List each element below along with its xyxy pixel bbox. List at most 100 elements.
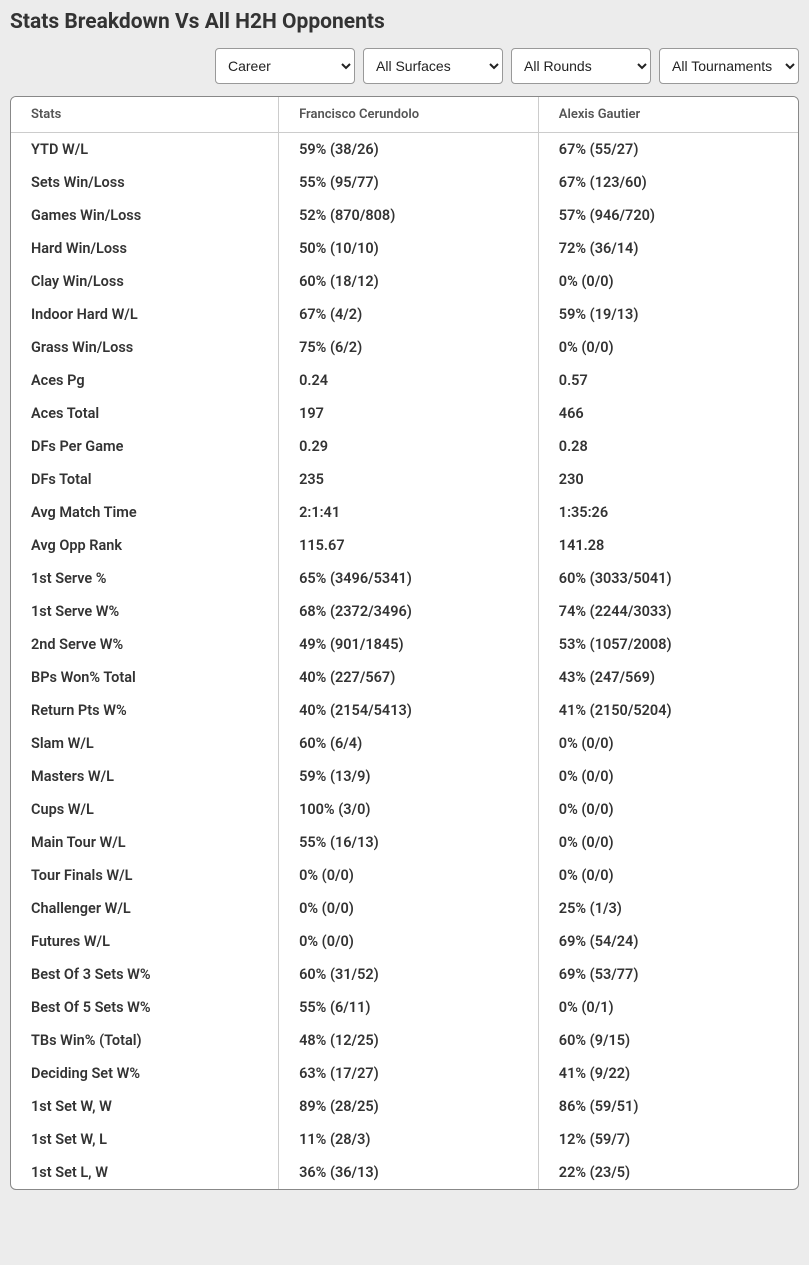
table-row: Futures W/L0% (0/0)69% (54/24) — [11, 925, 798, 958]
stat-name-cell: Sets Win/Loss — [11, 166, 279, 199]
table-row: DFs Per Game0.290.28 — [11, 430, 798, 463]
player1-cell: 36% (36/13) — [279, 1156, 539, 1189]
player1-cell: 50% (10/10) — [279, 232, 539, 265]
player2-cell: 0.57 — [538, 364, 798, 397]
player1-cell: 0% (0/0) — [279, 892, 539, 925]
table-row: Aces Total197466 — [11, 397, 798, 430]
table-row: Slam W/L60% (6/4)0% (0/0) — [11, 727, 798, 760]
table-row: 2nd Serve W%49% (901/1845)53% (1057/2008… — [11, 628, 798, 661]
table-row: Hard Win/Loss50% (10/10)72% (36/14) — [11, 232, 798, 265]
table-row: 1st Set W, W89% (28/25)86% (59/51) — [11, 1090, 798, 1123]
player1-cell: 59% (38/26) — [279, 133, 539, 167]
page-title: Stats Breakdown Vs All H2H Opponents — [10, 10, 799, 34]
stat-name-cell: Main Tour W/L — [11, 826, 279, 859]
table-row: Deciding Set W%63% (17/27)41% (9/22) — [11, 1057, 798, 1090]
stat-name-cell: DFs Total — [11, 463, 279, 496]
player1-cell: 75% (6/2) — [279, 331, 539, 364]
player2-cell: 60% (9/15) — [538, 1024, 798, 1057]
filter-bar: Career All Surfaces All Rounds All Tourn… — [10, 48, 799, 84]
stat-name-cell: 1st Serve % — [11, 562, 279, 595]
stat-name-cell: Best Of 5 Sets W% — [11, 991, 279, 1024]
player1-cell: 0% (0/0) — [279, 859, 539, 892]
stat-name-cell: Avg Match Time — [11, 496, 279, 529]
rounds-select[interactable]: All Rounds — [511, 48, 651, 84]
player2-cell: 43% (247/569) — [538, 661, 798, 694]
stat-name-cell: Return Pts W% — [11, 694, 279, 727]
stat-name-cell: Best Of 3 Sets W% — [11, 958, 279, 991]
stat-name-cell: Slam W/L — [11, 727, 279, 760]
player1-cell: 11% (28/3) — [279, 1123, 539, 1156]
table-row: Tour Finals W/L0% (0/0)0% (0/0) — [11, 859, 798, 892]
player1-cell: 52% (870/808) — [279, 199, 539, 232]
stat-name-cell: Cups W/L — [11, 793, 279, 826]
player1-cell: 2:1:41 — [279, 496, 539, 529]
stat-name-cell: Avg Opp Rank — [11, 529, 279, 562]
table-row: Avg Match Time2:1:411:35:26 — [11, 496, 798, 529]
player1-cell: 0.29 — [279, 430, 539, 463]
table-row: 1st Set W, L11% (28/3)12% (59/7) — [11, 1123, 798, 1156]
player2-cell: 57% (946/720) — [538, 199, 798, 232]
player2-cell: 230 — [538, 463, 798, 496]
header-player2: Alexis Gautier — [538, 97, 798, 133]
player1-cell: 68% (2372/3496) — [279, 595, 539, 628]
stat-name-cell: Games Win/Loss — [11, 199, 279, 232]
player2-cell: 0% (0/0) — [538, 826, 798, 859]
table-row: DFs Total235230 — [11, 463, 798, 496]
player1-cell: 63% (17/27) — [279, 1057, 539, 1090]
table-row: 1st Set L, W36% (36/13)22% (23/5) — [11, 1156, 798, 1189]
player2-cell: 1:35:26 — [538, 496, 798, 529]
stats-table-container: Stats Francisco Cerundolo Alexis Gautier… — [10, 96, 799, 1190]
stat-name-cell: Hard Win/Loss — [11, 232, 279, 265]
player2-cell: 72% (36/14) — [538, 232, 798, 265]
career-select[interactable]: Career — [215, 48, 355, 84]
tournaments-select[interactable]: All Tournaments — [659, 48, 799, 84]
player2-cell: 69% (53/77) — [538, 958, 798, 991]
player1-cell: 60% (31/52) — [279, 958, 539, 991]
player1-cell: 55% (6/11) — [279, 991, 539, 1024]
stat-name-cell: Aces Total — [11, 397, 279, 430]
table-row: Best Of 3 Sets W%60% (31/52)69% (53/77) — [11, 958, 798, 991]
player2-cell: 466 — [538, 397, 798, 430]
stat-name-cell: Indoor Hard W/L — [11, 298, 279, 331]
table-row: Challenger W/L0% (0/0)25% (1/3) — [11, 892, 798, 925]
player1-cell: 89% (28/25) — [279, 1090, 539, 1123]
player1-cell: 59% (13/9) — [279, 760, 539, 793]
player1-cell: 0% (0/0) — [279, 925, 539, 958]
player2-cell: 86% (59/51) — [538, 1090, 798, 1123]
stat-name-cell: TBs Win% (Total) — [11, 1024, 279, 1057]
player1-cell: 60% (18/12) — [279, 265, 539, 298]
stats-table: Stats Francisco Cerundolo Alexis Gautier… — [11, 97, 798, 1189]
player2-cell: 12% (59/7) — [538, 1123, 798, 1156]
player1-cell: 48% (12/25) — [279, 1024, 539, 1057]
player2-cell: 69% (54/24) — [538, 925, 798, 958]
stat-name-cell: Clay Win/Loss — [11, 265, 279, 298]
player1-cell: 100% (3/0) — [279, 793, 539, 826]
player2-cell: 0% (0/0) — [538, 793, 798, 826]
player1-cell: 65% (3496/5341) — [279, 562, 539, 595]
player1-cell: 40% (227/567) — [279, 661, 539, 694]
stat-name-cell: Grass Win/Loss — [11, 331, 279, 364]
player2-cell: 0% (0/0) — [538, 265, 798, 298]
player1-cell: 49% (901/1845) — [279, 628, 539, 661]
table-row: Return Pts W%40% (2154/5413)41% (2150/52… — [11, 694, 798, 727]
header-player1: Francisco Cerundolo — [279, 97, 539, 133]
player2-cell: 0% (0/0) — [538, 331, 798, 364]
stat-name-cell: Tour Finals W/L — [11, 859, 279, 892]
table-row: Grass Win/Loss75% (6/2)0% (0/0) — [11, 331, 798, 364]
table-row: YTD W/L59% (38/26)67% (55/27) — [11, 133, 798, 167]
table-row: Sets Win/Loss55% (95/77)67% (123/60) — [11, 166, 798, 199]
player2-cell: 67% (55/27) — [538, 133, 798, 167]
player2-cell: 59% (19/13) — [538, 298, 798, 331]
stat-name-cell: Deciding Set W% — [11, 1057, 279, 1090]
stat-name-cell: Aces Pg — [11, 364, 279, 397]
table-row: Indoor Hard W/L67% (4/2)59% (19/13) — [11, 298, 798, 331]
player2-cell: 0.28 — [538, 430, 798, 463]
stat-name-cell: 1st Set W, L — [11, 1123, 279, 1156]
player1-cell: 55% (16/13) — [279, 826, 539, 859]
surfaces-select[interactable]: All Surfaces — [363, 48, 503, 84]
header-stats: Stats — [11, 97, 279, 133]
table-row: 1st Serve W%68% (2372/3496)74% (2244/303… — [11, 595, 798, 628]
stat-name-cell: BPs Won% Total — [11, 661, 279, 694]
stat-name-cell: 1st Serve W% — [11, 595, 279, 628]
stat-name-cell: 2nd Serve W% — [11, 628, 279, 661]
